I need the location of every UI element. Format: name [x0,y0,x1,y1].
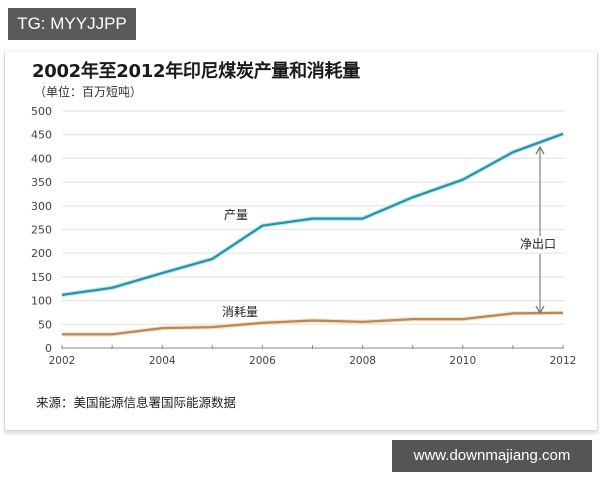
y-tick-label: 150 [31,271,52,284]
consumption-label: 消耗量 [222,305,258,319]
x-tick-label: 2010 [449,355,476,367]
arrow-up-icon [535,145,545,155]
x-tick-label: 2004 [149,355,176,367]
x-tick-label: 2006 [249,355,276,367]
consumption-line [62,311,564,336]
y-tick-label: 500 [31,105,52,118]
gridlines [62,110,565,325]
data-source: 来源：美国能源信息署国际能源数据 [36,395,237,410]
y-tick-label: 350 [31,176,52,189]
production-label: 产量 [224,208,248,222]
y-tick-label: 450 [31,129,52,142]
series-lines [61,131,564,337]
y-tick-label: 400 [31,152,52,165]
x-axis: 2002 2004 2006 2008 2010 2012 [49,345,577,367]
arrow-down-icon [535,305,545,315]
chart-panel [4,52,598,431]
x-tick-label: 2008 [349,355,376,367]
y-tick-label: 250 [31,224,52,237]
y-tick-label: 100 [31,295,52,308]
y-tick-label: 200 [31,247,52,260]
y-tick-label: 0 [45,342,52,355]
watermark-tg-badge: TG: MYYJJPP [8,8,136,40]
chart-title: 2002年至2012年印尼煤炭产量和消耗量 [32,61,360,82]
y-axis-ticks: 0 50 100 150 200 250 300 350 400 450 500 [31,105,52,355]
net-export-label: 净出口 [520,237,556,251]
y-tick-label: 50 [38,318,52,331]
watermark-site-badge: www.downmajiang.com [392,440,592,472]
x-tick-label: 2012 [550,355,577,367]
x-tick-label: 2002 [49,355,76,367]
y-tick-label: 300 [31,200,52,213]
production-line [61,132,564,296]
net-export-annotation [535,145,545,315]
chart-subtitle: （单位：百万短吨） [34,85,143,99]
